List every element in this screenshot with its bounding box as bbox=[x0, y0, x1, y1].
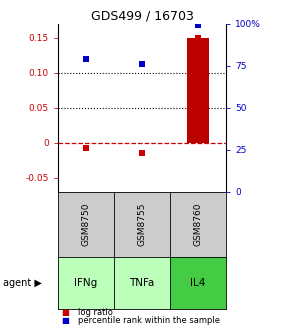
Text: GSM8760: GSM8760 bbox=[194, 203, 203, 246]
Bar bbox=[187, 38, 209, 142]
Text: agent ▶: agent ▶ bbox=[3, 278, 42, 288]
Text: GSM8755: GSM8755 bbox=[137, 203, 147, 246]
Text: percentile rank within the sample: percentile rank within the sample bbox=[78, 317, 220, 325]
Text: IFNg: IFNg bbox=[75, 278, 98, 288]
Text: IL4: IL4 bbox=[191, 278, 206, 288]
Text: log ratio: log ratio bbox=[78, 308, 113, 317]
Text: ■: ■ bbox=[61, 317, 69, 325]
Text: ■: ■ bbox=[61, 308, 69, 317]
Text: GSM8750: GSM8750 bbox=[81, 203, 90, 246]
Text: TNFa: TNFa bbox=[129, 278, 155, 288]
Title: GDS499 / 16703: GDS499 / 16703 bbox=[91, 9, 193, 23]
